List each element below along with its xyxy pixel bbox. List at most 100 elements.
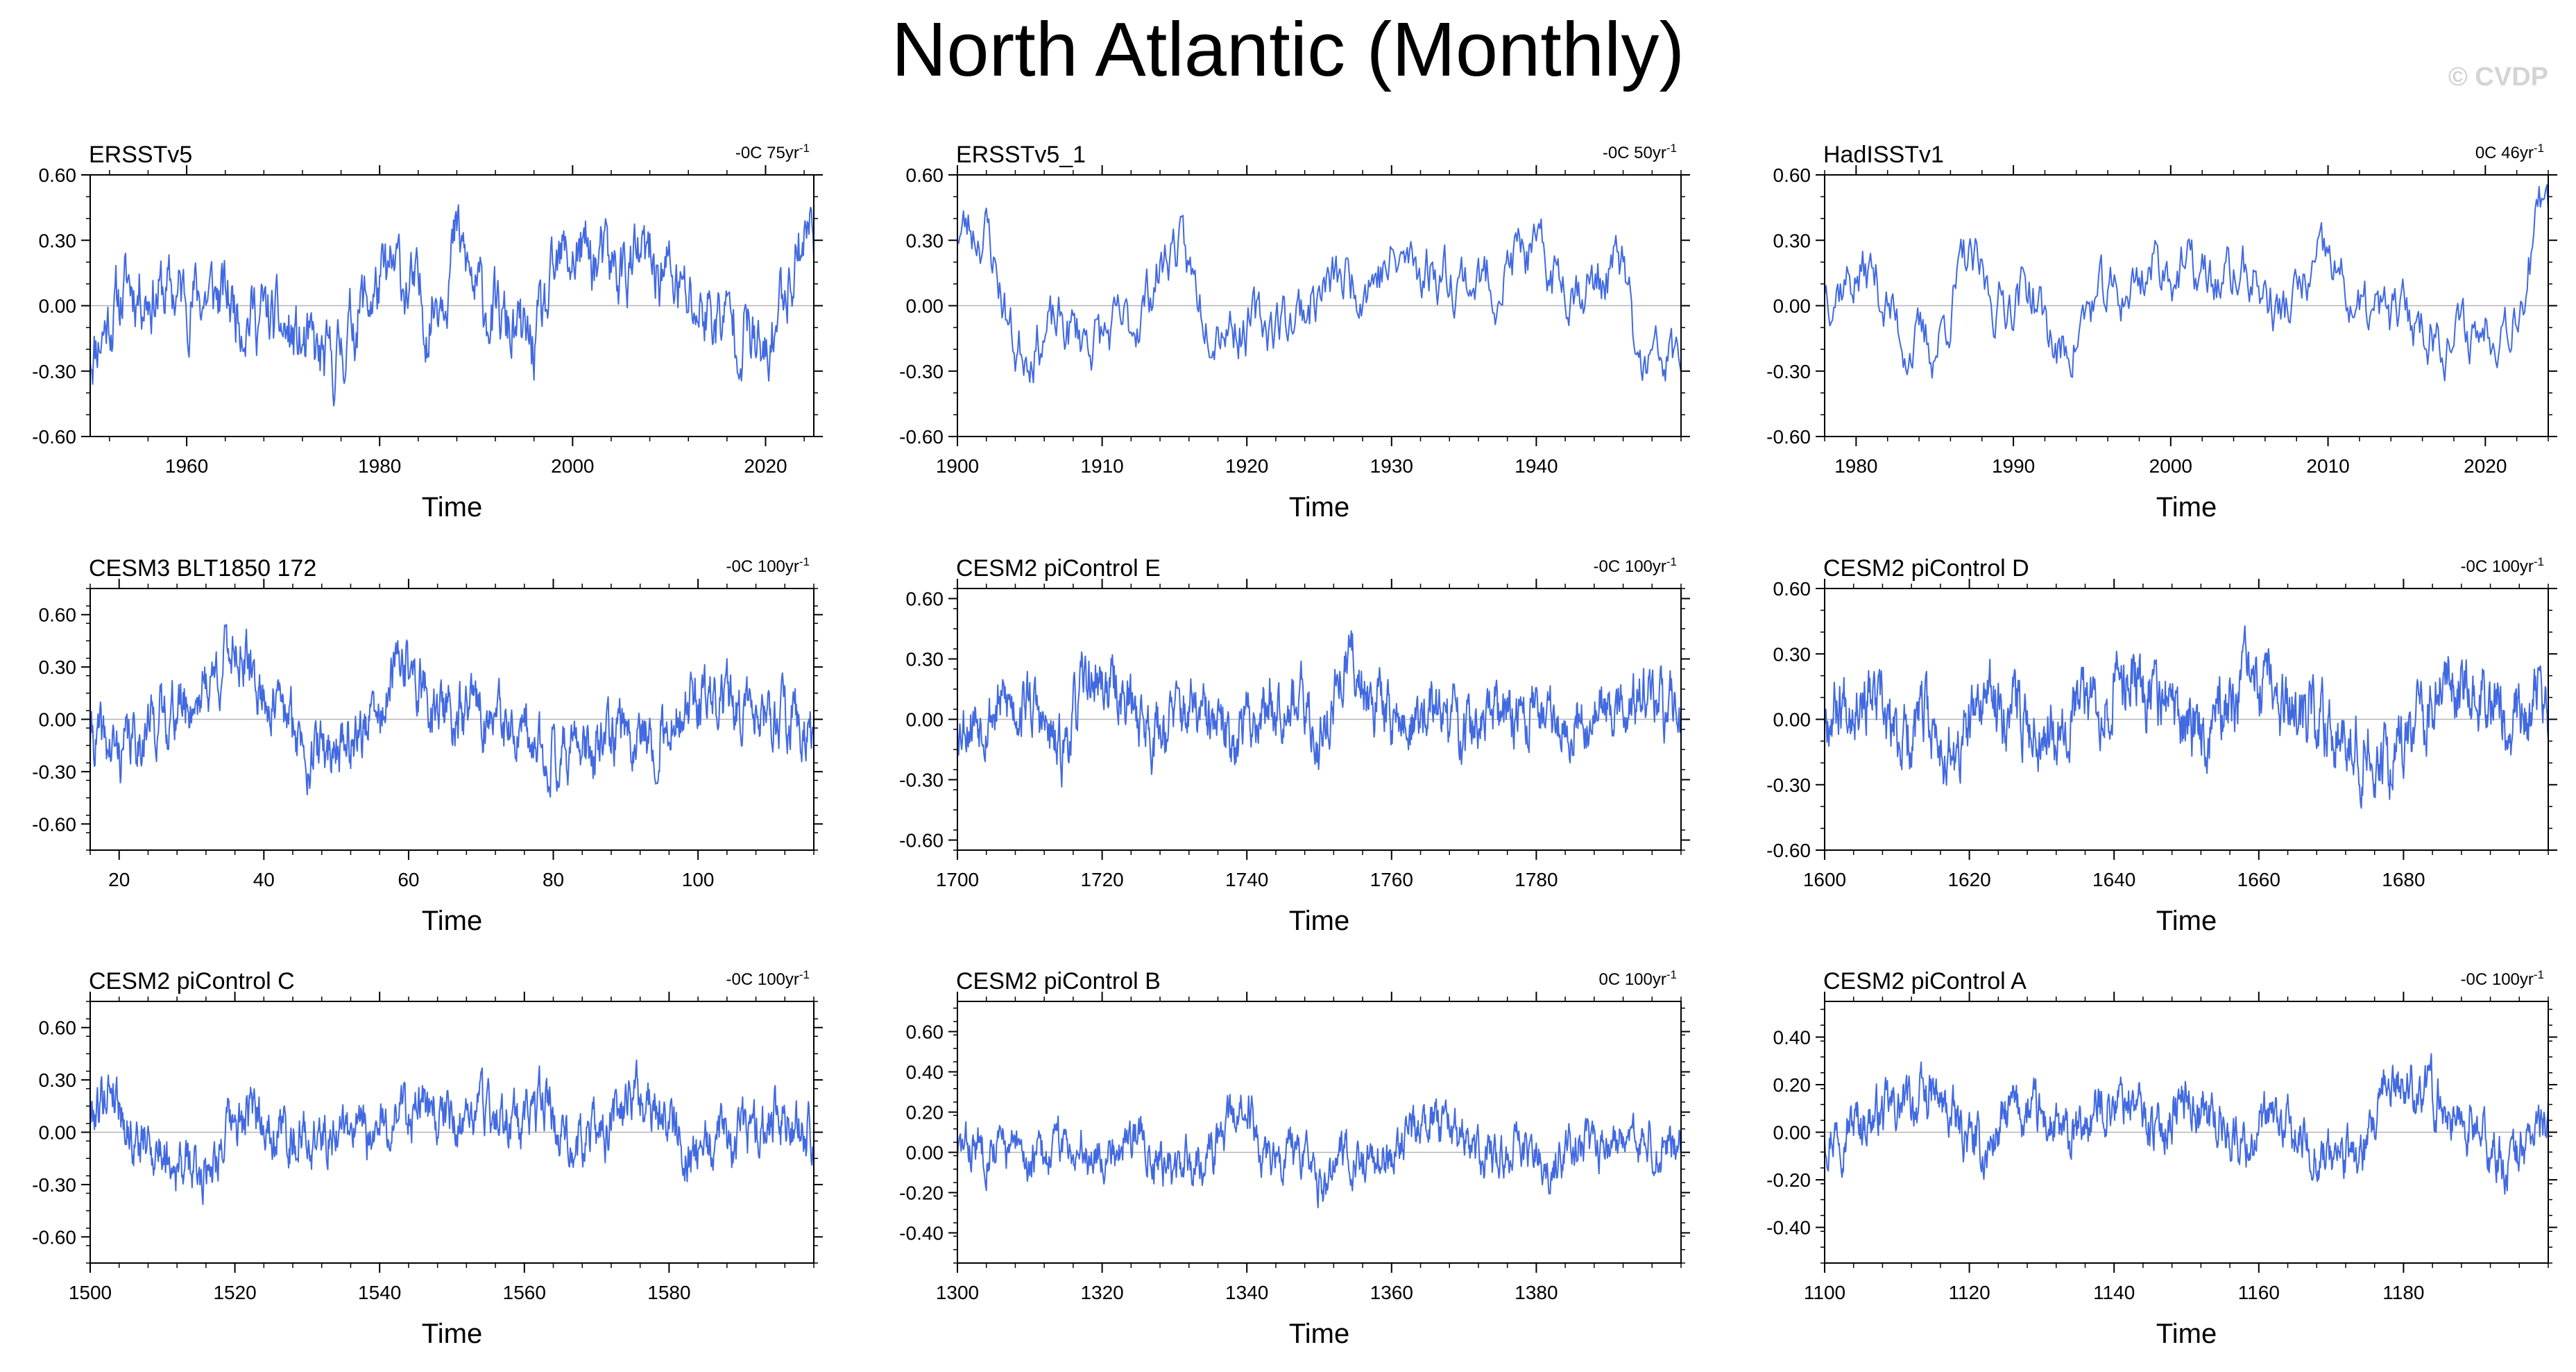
chart-panel-5: CESM2 piControl E -0C 100yr-1 -0.60 -0.30 0.… <box>899 555 1690 936</box>
series-line <box>89 1059 814 1205</box>
y-tick-label: -0.30 <box>32 361 76 382</box>
y-tick-label: 0.30 <box>39 230 77 251</box>
x-tick-label: 1560 <box>503 1282 546 1303</box>
y-tick-label: 0.20 <box>906 1102 944 1124</box>
y-tick-label: 0.40 <box>906 1062 944 1083</box>
x-tick-label: 1640 <box>2092 869 2135 890</box>
x-tick-label: 1720 <box>1080 869 1123 890</box>
y-tick-label: 0.30 <box>1773 643 1811 665</box>
y-tick-label: -0.30 <box>32 1174 76 1196</box>
series-line <box>89 624 814 798</box>
x-tick-label: 1960 <box>165 455 208 477</box>
chart-panel-8: CESM2 piControl B 0C 100yr-1 -0.40 -0.20 0.0… <box>899 968 1690 1349</box>
y-tick-label: 0.60 <box>39 604 77 626</box>
x-tick-label: 1900 <box>936 455 979 477</box>
x-tick-label: 1780 <box>1515 869 1558 890</box>
y-tick-label: 0.00 <box>1773 709 1811 731</box>
x-axis-label: Time <box>2156 906 2217 936</box>
y-tick-label: -0.20 <box>899 1183 944 1204</box>
trend-label: -0C 100yr-1 <box>1594 555 1678 576</box>
y-tick-label: 0.30 <box>39 657 77 678</box>
trend-label: -0C 100yr-1 <box>2461 555 2545 576</box>
x-tick-label: 2020 <box>744 455 787 477</box>
y-tick-label: -0.40 <box>899 1223 944 1244</box>
x-tick-label: 1660 <box>2237 869 2280 890</box>
x-tick-label: 1680 <box>2382 869 2425 890</box>
x-tick-label: 1920 <box>1225 455 1268 477</box>
x-tick-label: 1580 <box>647 1282 690 1303</box>
y-tick-label: -0.60 <box>32 1226 76 1248</box>
series-line <box>957 630 1682 788</box>
y-tick-label: -0.30 <box>899 361 944 382</box>
y-tick-label: -0.20 <box>1766 1169 1811 1191</box>
x-tick-label: 1740 <box>1225 869 1268 890</box>
x-tick-label: 20 <box>108 869 130 890</box>
trend-label: -0C 75yr-1 <box>735 142 810 162</box>
trend-label: 0C 100yr-1 <box>1598 968 1677 989</box>
x-tick-label: 2000 <box>2149 455 2192 477</box>
trend-label: -0C 100yr-1 <box>726 968 810 989</box>
x-axis-label: Time <box>2156 1319 2217 1349</box>
x-tick-label: 1990 <box>1992 455 2035 477</box>
page-title: North Atlantic (Monthly) <box>891 7 1685 92</box>
x-tick-label: 1520 <box>213 1282 256 1303</box>
panel-title: HadISSTv1 <box>1823 142 1944 168</box>
x-tick-label: 1160 <box>2238 1282 2280 1303</box>
x-tick-label: 1500 <box>69 1282 112 1303</box>
y-tick-label: 0.60 <box>39 1017 77 1039</box>
chart-panel-7: CESM2 piControl C -0C 100yr-1 -0.60 -0.30 0.… <box>32 968 823 1349</box>
y-tick-label: -0.30 <box>899 770 944 791</box>
y-tick-label: 0.00 <box>906 1142 944 1164</box>
y-tick-label: 0.30 <box>906 649 944 670</box>
x-tick-label: 1600 <box>1803 869 1846 890</box>
y-tick-label: -0.60 <box>899 830 944 852</box>
series-line <box>1824 625 2549 809</box>
x-axis-label: Time <box>1289 1319 1349 1349</box>
x-axis-label: Time <box>422 492 482 523</box>
x-tick-label: 1120 <box>1948 1282 1990 1303</box>
x-tick-label: 1760 <box>1370 869 1413 890</box>
x-tick-label: 1300 <box>936 1282 979 1303</box>
series-line <box>1824 184 2549 382</box>
panel-title: CESM2 piControl B <box>956 968 1161 994</box>
x-tick-label: 1380 <box>1515 1282 1558 1303</box>
y-tick-label: -0.30 <box>1766 774 1811 796</box>
y-tick-label: -0.60 <box>32 813 76 835</box>
chart-panel-2: ERSSTv5_1 -0C 50yr-1 -0.60 -0.30 0.00 0.30 0.6… <box>899 142 1690 523</box>
y-tick-label: 0.00 <box>1773 296 1811 317</box>
y-tick-label: 0.00 <box>906 296 944 317</box>
y-tick-label: 0.60 <box>906 588 944 610</box>
x-tick-label: 60 <box>398 869 419 890</box>
x-axis-label: Time <box>422 906 482 936</box>
x-tick-label: 2010 <box>2306 455 2349 477</box>
y-tick-label: 0.60 <box>906 1022 944 1043</box>
y-tick-label: 0.60 <box>1773 578 1811 600</box>
x-axis-label: Time <box>1289 906 1349 936</box>
x-tick-label: 1940 <box>1515 455 1558 477</box>
y-tick-label: 0.30 <box>1773 230 1811 251</box>
x-tick-label: 100 <box>682 869 715 890</box>
x-tick-label: 2020 <box>2464 455 2507 477</box>
y-tick-label: 0.60 <box>39 164 77 186</box>
x-tick-label: 40 <box>253 869 275 890</box>
chart-panel-3: HadISSTv1 0C 46yr-1 -0.60 -0.30 0.00 0.30 0.60… <box>1766 142 2557 523</box>
y-tick-label: 0.60 <box>1773 164 1811 186</box>
y-tick-label: -0.40 <box>1766 1217 1811 1239</box>
y-tick-label: -0.30 <box>1766 361 1811 382</box>
y-tick-label: -0.60 <box>32 426 76 448</box>
x-tick-label: 2000 <box>551 455 594 477</box>
plot-frame <box>957 1001 1682 1264</box>
y-tick-label: -0.60 <box>1766 840 1811 861</box>
trend-label: 0C 46yr-1 <box>2475 142 2544 162</box>
series-line <box>957 208 1682 384</box>
x-tick-label: 1540 <box>358 1282 401 1303</box>
y-tick-label: 0.20 <box>1773 1074 1811 1096</box>
trend-label: -0C 50yr-1 <box>1603 142 1677 162</box>
x-tick-label: 1140 <box>2093 1282 2135 1303</box>
x-tick-label: 1360 <box>1370 1282 1413 1303</box>
y-tick-label: 0.00 <box>906 709 944 731</box>
y-tick-label: -0.30 <box>32 761 76 783</box>
y-tick-label: 0.00 <box>39 709 77 731</box>
trend-label: -0C 100yr-1 <box>2461 968 2545 989</box>
